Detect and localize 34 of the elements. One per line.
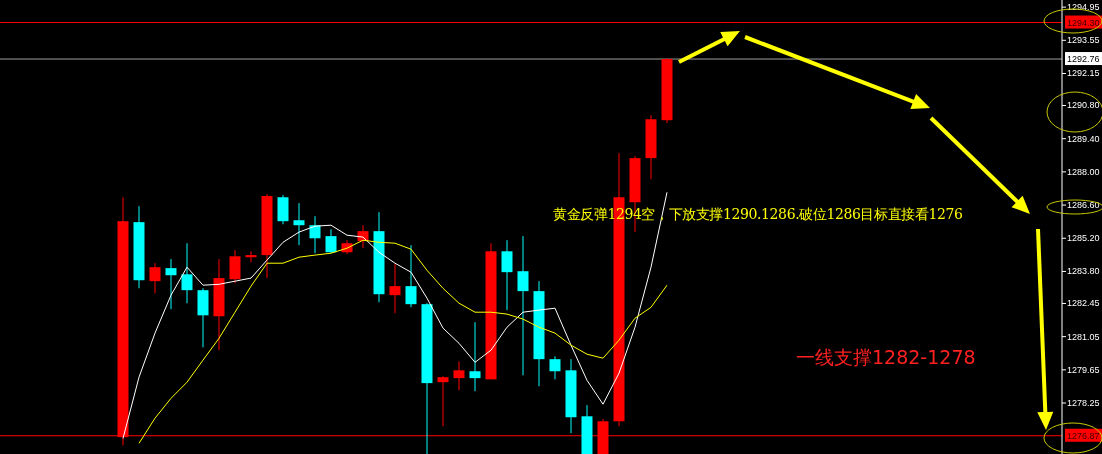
- y-tick-label: 1294.95: [1067, 2, 1100, 13]
- y-tick-label: 1283.80: [1067, 266, 1100, 277]
- candlestick: [149, 262, 161, 294]
- candlestick: [245, 250, 257, 263]
- candlestick: [501, 239, 513, 311]
- y-tick-label: 1292.15: [1067, 68, 1100, 79]
- candlestick: [437, 375, 449, 427]
- y-tick-label: 1290.80: [1067, 100, 1100, 111]
- y-tick-label: 1282.45: [1067, 298, 1100, 309]
- candlestick: [453, 360, 465, 391]
- candlestick: [469, 321, 481, 392]
- candlestick: [517, 235, 529, 376]
- y-tick-label: 1289.40: [1067, 133, 1100, 144]
- y-tick-label: 1281.05: [1067, 331, 1100, 342]
- candlestick: [325, 228, 337, 254]
- ref-line-label: 1294.30: [1067, 17, 1100, 28]
- candlestick: [293, 202, 305, 246]
- y-tick-label: 1288.00: [1067, 166, 1100, 177]
- y-tick-label: 1285.20: [1067, 233, 1100, 244]
- y-tick-label: 1286.60: [1067, 200, 1100, 211]
- y-tick-label: 1293.55: [1067, 35, 1100, 46]
- candlestick: [229, 249, 241, 284]
- text: 一线支撑1282-1278: [796, 346, 976, 368]
- candlestick: [181, 242, 193, 304]
- y-tick-label: 1278.25: [1067, 398, 1100, 409]
- candlestick: [165, 258, 177, 310]
- y-tick-label: 1279.65: [1067, 364, 1100, 375]
- ref-line-label: 1276.87: [1067, 430, 1100, 441]
- candlestick: [389, 263, 401, 314]
- candlestick: [405, 244, 417, 308]
- candlestick: [277, 194, 289, 225]
- ref-line-label: 1292.76: [1067, 54, 1100, 65]
- line-series: [122, 191, 668, 439]
- candlestick: [549, 355, 561, 380]
